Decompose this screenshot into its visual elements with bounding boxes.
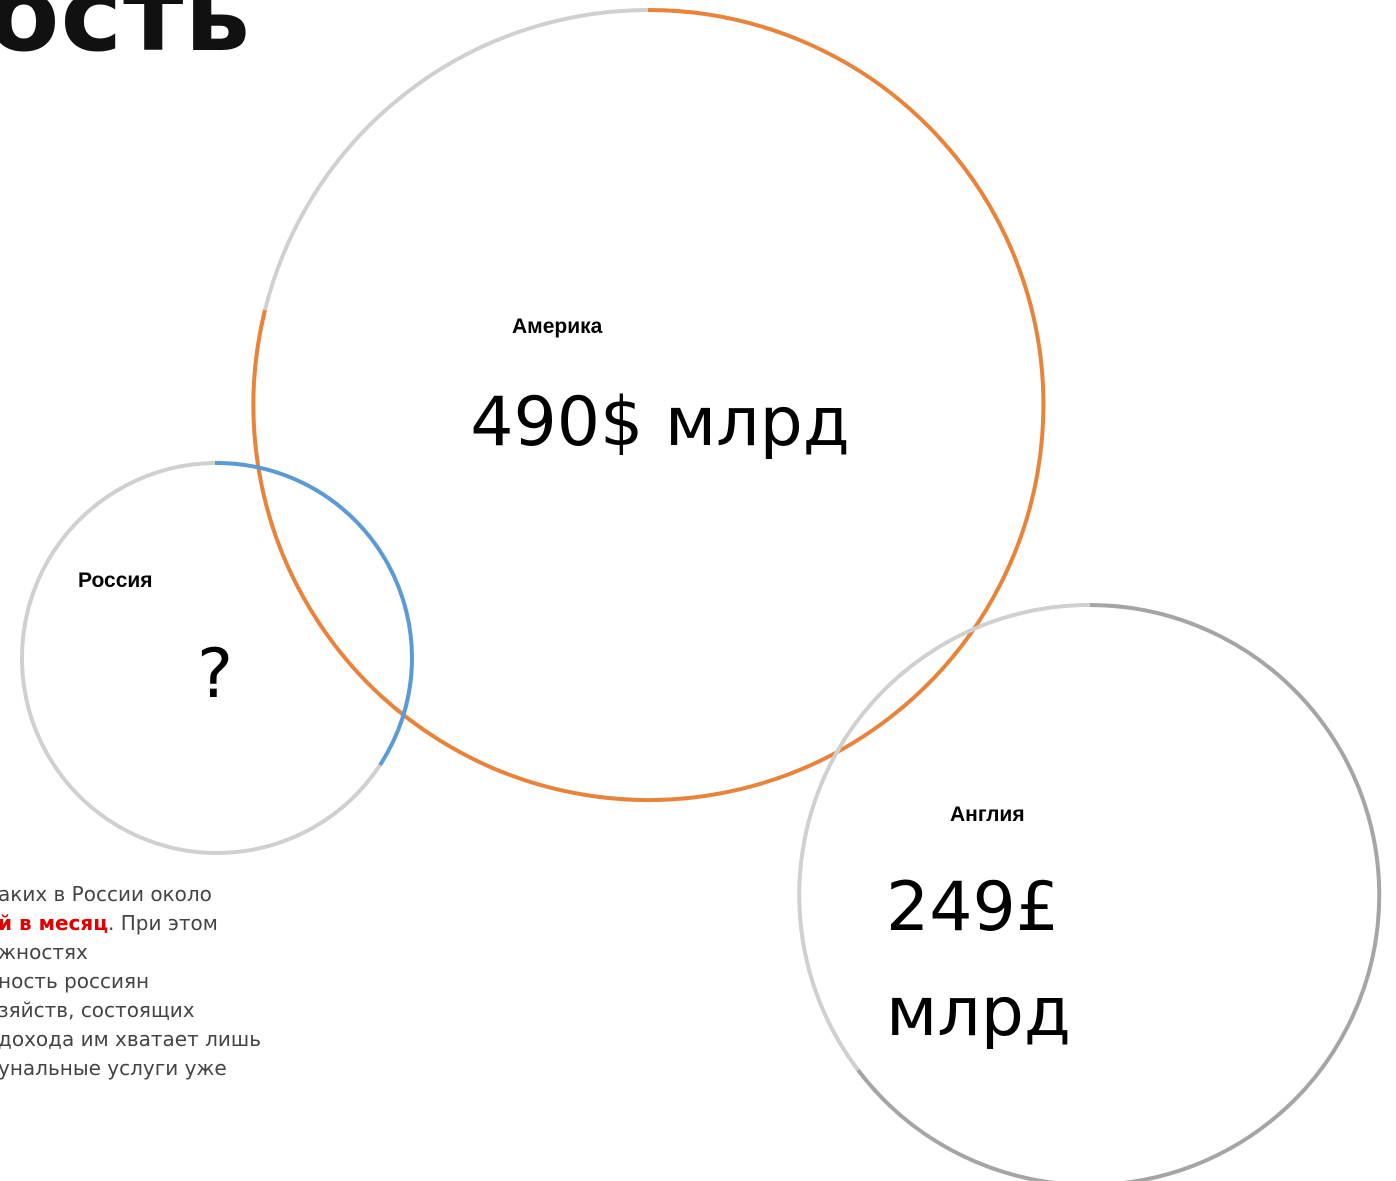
circle-label: Россия	[78, 569, 153, 592]
title: ость	[0, 0, 252, 75]
paragraph-line: унальные услуги уже	[0, 1056, 227, 1080]
circle-value: ?	[196, 635, 234, 714]
paragraph-line: дохода им хватает лишь	[0, 1027, 261, 1051]
paragraph-line: й в месяц. При этом	[0, 909, 261, 938]
highlight: й в месяц	[0, 911, 109, 935]
england-arc-rest	[797, 602, 1091, 1072]
russia-arc	[214, 460, 414, 767]
america-arc	[251, 8, 1046, 802]
paragraph-line: жностях	[0, 940, 88, 964]
paragraph-line: ность россиян	[0, 969, 150, 993]
paragraph-line: зяйств, состоящих	[0, 998, 195, 1022]
circle-value: 249£ млрд	[886, 868, 1071, 1052]
russia-arc-rest	[20, 461, 382, 855]
circle-value: 490$ млрд	[470, 383, 850, 462]
circle-label: Америка	[512, 315, 603, 338]
circle-label: Англия	[950, 803, 1025, 826]
paragraph-lines: жностях ность россиян зяйств, состоящих дох…	[0, 938, 261, 1083]
text: . При этом	[108, 911, 218, 935]
america-arc-rest	[263, 8, 649, 311]
paragraph-line: аких в России около	[0, 882, 212, 906]
paragraph: аких в России около й в месяц. При этом …	[0, 880, 261, 1083]
england-arc	[856, 603, 1382, 1181]
